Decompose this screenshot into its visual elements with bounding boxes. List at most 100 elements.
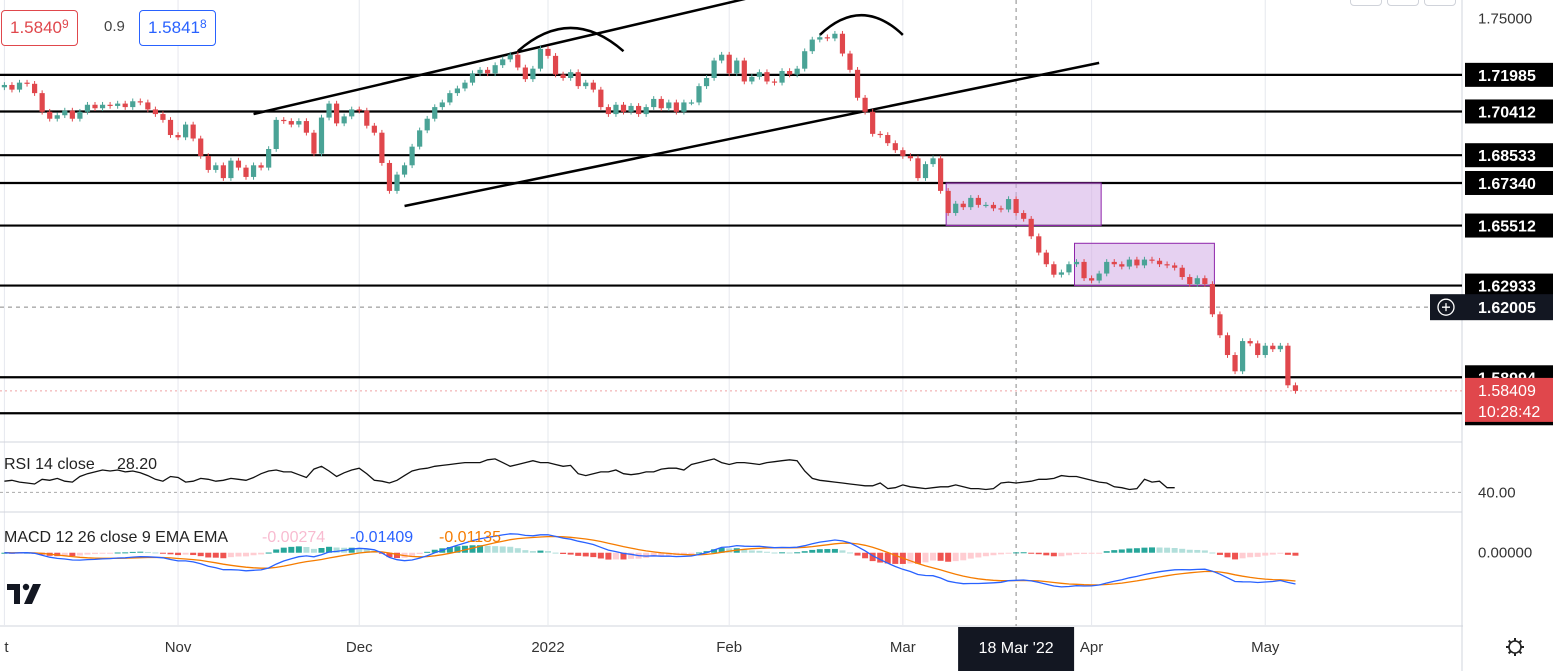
candle-body: [1270, 345, 1276, 350]
level-price-label: 1.68533: [1478, 148, 1536, 165]
macd-histogram-bar: [763, 551, 770, 553]
bid-price-fraction: 9: [62, 17, 69, 31]
candle-body: [764, 72, 770, 82]
macd-histogram-bar: [1254, 552, 1261, 557]
macd-histogram-bar: [937, 552, 944, 561]
candle-body: [507, 54, 513, 60]
candle-body: [107, 104, 113, 106]
candle-body: [1232, 355, 1238, 372]
macd-value: -0.00274: [262, 529, 325, 546]
candle-body: [726, 54, 732, 74]
macd-histogram-bar: [711, 549, 718, 553]
candle-body: [741, 60, 747, 82]
candle-body: [1043, 252, 1049, 265]
candle-body: [907, 155, 913, 159]
candle-body: [364, 110, 370, 126]
macd-histogram-bar: [945, 552, 952, 562]
macd-histogram-bar: [522, 550, 529, 553]
candle-body: [1021, 213, 1027, 219]
candle-body: [719, 54, 725, 61]
macd-histogram-bar: [1149, 547, 1155, 553]
macd-histogram-bar: [809, 549, 816, 553]
macd-histogram-bar: [1164, 547, 1171, 553]
candle-body: [1255, 343, 1261, 356]
candle-body: [515, 54, 521, 68]
candle-body: [998, 208, 1004, 210]
macd-histogram-bar: [1224, 552, 1231, 558]
candle-body: [522, 67, 528, 80]
candle-body: [915, 158, 921, 179]
macd-histogram-bar: [1171, 547, 1178, 553]
macd-histogram-bar: [1028, 552, 1035, 554]
candle-body: [938, 158, 944, 191]
macd-histogram-bar: [409, 552, 416, 557]
candle-body: [243, 167, 249, 177]
macd-histogram-bar: [1209, 552, 1216, 554]
candle-body: [1028, 218, 1034, 237]
macd-histogram-bar: [771, 552, 778, 554]
toolbar-button[interactable]: [1387, 0, 1419, 6]
macd-histogram-bar: [665, 552, 672, 556]
add-alert-icon: [1437, 298, 1455, 316]
candle-body: [1202, 278, 1208, 285]
toolbar-button[interactable]: [1424, 0, 1456, 6]
macd-histogram-bar: [590, 552, 597, 558]
candle-body: [137, 101, 143, 103]
macd-histogram-bar: [741, 549, 748, 553]
candle-body: [16, 82, 23, 90]
macd-histogram-bar: [424, 551, 431, 553]
macd-histogram-bar: [84, 552, 91, 555]
macd-histogram-bar: [884, 552, 891, 564]
candle-body: [854, 69, 861, 98]
time-axis[interactable]: t Nov Dec 2022 Feb Mar Apr May 18 Mar '22: [4, 627, 1524, 671]
gear-tooth: [1507, 650, 1512, 655]
macd-histogram-bar: [537, 550, 544, 553]
macd-histogram-bar: [205, 552, 212, 558]
macd-histogram-bar: [76, 552, 83, 556]
macd-value: -0.01135: [439, 529, 501, 546]
level-price-label: 1.65512: [1478, 219, 1536, 236]
trend-line: [404, 61, 1100, 208]
level-price-tag: [1465, 62, 1553, 87]
macd-histogram-bar: [703, 551, 710, 553]
macd-histogram-bar: [650, 552, 657, 557]
macd-histogram-bar: [892, 552, 899, 564]
macd-histogram-bar: [922, 552, 929, 563]
macd-signal-line: [4, 535, 1296, 586]
candle-body: [809, 39, 815, 52]
ask-price[interactable]: 1.58418: [139, 10, 216, 46]
candle-body: [213, 165, 219, 170]
bid-price[interactable]: 1.58409: [1, 10, 78, 46]
macd-histogram-bar: [628, 552, 635, 559]
candle-body: [1119, 264, 1125, 267]
crosshair-price-label: 1.62005: [1478, 300, 1536, 317]
candle-body: [485, 69, 491, 74]
current-price-tag: [1465, 377, 1553, 422]
macd-histogram-bar: [794, 552, 801, 554]
candle-body: [432, 107, 438, 119]
candle-body: [703, 77, 710, 87]
macd-label: MACD 12 26 close 9 EMA EMA: [4, 529, 228, 546]
candle-body: [258, 165, 264, 168]
tradingview-logo-icon: [7, 583, 41, 604]
level-price-label: 1.67340: [1478, 176, 1536, 193]
macd-histogram-bar: [529, 551, 536, 553]
candle-body: [1285, 345, 1291, 386]
candle-body: [500, 59, 506, 66]
crosshair-date-tag: [958, 627, 1075, 671]
candle-body: [779, 71, 785, 83]
candle-body: [47, 111, 53, 119]
candle-body: [39, 93, 45, 112]
candle-body: [349, 109, 355, 117]
candle-body: [318, 117, 325, 154]
time-label: Apr: [1080, 639, 1103, 656]
price-tick: 1.75000: [1478, 11, 1532, 28]
macd-histogram-bar: [975, 552, 982, 558]
toolbar-button[interactable]: [1350, 0, 1382, 6]
candle-body: [492, 65, 498, 74]
macd-histogram-bar: [605, 552, 612, 560]
candle-body: [9, 84, 15, 90]
time-label: t: [4, 639, 9, 656]
